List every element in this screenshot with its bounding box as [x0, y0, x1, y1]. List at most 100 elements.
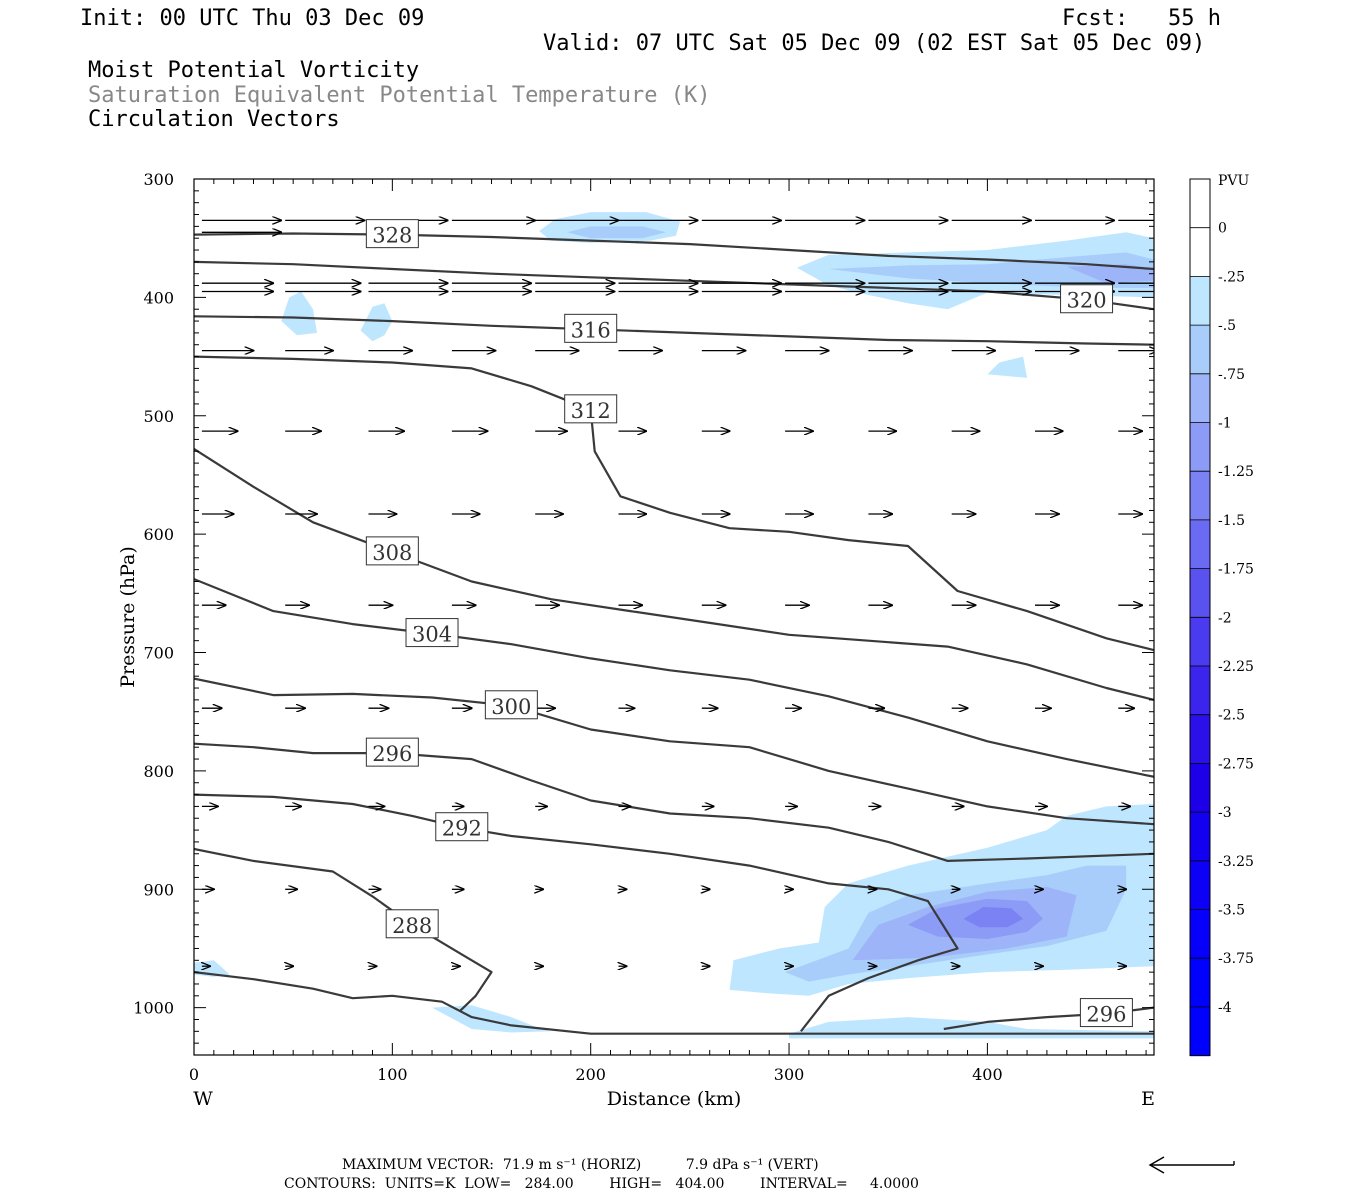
- y-tick-label: 500: [143, 407, 174, 426]
- pv-region-1: [566, 226, 667, 239]
- colorbar-swatch: [1190, 812, 1210, 862]
- isentrope-328: [194, 232, 1154, 271]
- isentrope-292: [194, 793, 959, 1032]
- pv-region-7: [987, 356, 1028, 378]
- colorbar-label: -1: [1218, 416, 1232, 432]
- colorbar-label: -1.25: [1218, 464, 1254, 480]
- y-tick-label: 800: [143, 762, 174, 781]
- colorbar-swatch: [1190, 519, 1210, 570]
- forecast-hour: Fcst: 55 h: [1062, 6, 1221, 31]
- colorbar-label: -3: [1218, 805, 1232, 821]
- pv-region-5: [281, 291, 317, 336]
- east-label: E: [1141, 1088, 1155, 1110]
- isentrope-label-320: 320: [1060, 284, 1114, 314]
- colorbar-label: -1.5: [1218, 513, 1245, 529]
- west-label: W: [193, 1088, 213, 1110]
- isentrope-label-296: 296: [1079, 998, 1133, 1028]
- isentrope-label-288: 288: [385, 909, 439, 939]
- svg-text:316: 316: [571, 318, 611, 342]
- colorbar-label: -.75: [1218, 367, 1245, 383]
- y-tick-label: 600: [143, 525, 174, 544]
- svg-text:304: 304: [412, 623, 452, 647]
- x-axis-label: Distance (km): [607, 1088, 742, 1110]
- colorbar-swatch: [1190, 179, 1210, 229]
- cross-section-chart: 328 320 316 312 308 304 300 296 292 288 296 0 100 20…: [117, 170, 1254, 1110]
- colorbar-swatch: [1190, 958, 1210, 1008]
- colorbar-swatch: [1190, 1006, 1210, 1057]
- svg-text:320: 320: [1067, 289, 1107, 313]
- valid-time: Valid: 07 UTC Sat 05 Dec 09 (02 EST Sat …: [543, 31, 1206, 56]
- colorbar-label: -2.25: [1218, 659, 1254, 675]
- colorbar-swatch: [1190, 373, 1210, 423]
- colorbar-swatch: [1190, 909, 1210, 959]
- x-tick-label: 200: [575, 1065, 606, 1084]
- colorbar-swatch: [1190, 763, 1210, 813]
- y-tick-label: 1000: [133, 999, 174, 1018]
- x-tick-label: 100: [377, 1065, 408, 1084]
- isentrope-label-296: 296: [365, 737, 419, 767]
- svg-text:328: 328: [372, 224, 412, 248]
- init-time: Init: 00 UTC Thu 03 Dec 09: [80, 6, 425, 31]
- isentrope-312: [194, 355, 1154, 652]
- isentrope-308: [194, 447, 1154, 701]
- colorbar-swatch: [1190, 617, 1210, 667]
- x-tick-label: 400: [972, 1065, 1003, 1084]
- pv-region-4: [1066, 264, 1154, 284]
- isentrope-label-328: 328: [365, 219, 419, 249]
- isentrope-label-308: 308: [365, 536, 419, 566]
- isentrope-288: [194, 847, 493, 1012]
- colorbar-label: -.5: [1218, 318, 1236, 334]
- isentrope-316: [194, 315, 1154, 346]
- colorbar-label: -2.75: [1218, 756, 1254, 772]
- contour-note: CONTOURS: UNITS=K LOW= 284.00 HIGH= 404.…: [284, 1176, 919, 1192]
- colorbar-label: -4: [1218, 1000, 1232, 1016]
- colorbar-label: -3.25: [1218, 854, 1254, 870]
- colorbar: 0 -.25 -.5 -.75 -1 -1.25 -1.5 -1.75 -2 -2.25 -2.5 -…: [1189, 178, 1254, 1057]
- x-tick-label: 300: [774, 1065, 805, 1084]
- svg-text:288: 288: [392, 914, 432, 938]
- colorbar-label: -1.75: [1218, 562, 1254, 578]
- svg-text:296: 296: [372, 742, 412, 766]
- colorbar-label: -3.75: [1218, 951, 1254, 967]
- svg-text:312: 312: [571, 399, 611, 423]
- y-axis-label: Pressure (hPa): [117, 546, 139, 688]
- svg-text:300: 300: [491, 695, 531, 719]
- isentrope-label-312: 312: [564, 394, 618, 424]
- colorbar-swatch: [1190, 422, 1210, 472]
- colorbar-label: -.25: [1218, 269, 1245, 285]
- field-title-vectors: Circulation Vectors: [88, 107, 340, 132]
- max-vector-note: MAXIMUM VECTOR: 71.9 m s⁻¹ (HORIZ) 7.9 d…: [342, 1157, 819, 1173]
- colorbar-label: -2: [1218, 610, 1232, 626]
- colorbar-swatch: [1190, 666, 1210, 716]
- y-tick-label: 400: [143, 288, 174, 307]
- colorbar-swatch: [1190, 276, 1210, 326]
- y-tick-label: 700: [143, 644, 174, 663]
- colorbar-label: 0: [1218, 221, 1227, 237]
- colorbar-swatch: [1190, 227, 1210, 277]
- isentrope-label-300: 300: [484, 690, 538, 720]
- isentrope-284: [194, 971, 1154, 1035]
- svg-text:308: 308: [372, 541, 412, 565]
- field-title-pv: Moist Potential Vorticity: [88, 58, 420, 83]
- svg-text:296: 296: [1086, 1003, 1126, 1027]
- y-tick-label: 900: [143, 880, 174, 899]
- pv-region-6: [360, 303, 393, 342]
- pv-region-12: [963, 907, 1024, 928]
- svg-text:292: 292: [442, 817, 482, 841]
- colorbar-label: -2.5: [1218, 708, 1245, 724]
- isentrope-304: [194, 578, 1154, 778]
- colorbar-title: PVU: [1218, 173, 1250, 189]
- isentrope-label-316: 316: [564, 313, 618, 343]
- field-title-thetae: Saturation Equivalent Potential Temperat…: [88, 83, 711, 108]
- isentrope-label-304: 304: [405, 618, 459, 648]
- colorbar-swatch: [1190, 860, 1210, 910]
- isentrope-300: [194, 677, 1154, 826]
- pv-region-3: [828, 252, 1154, 288]
- colorbar-swatch: [1190, 325, 1210, 375]
- colorbar-swatch: [1190, 568, 1210, 618]
- y-tick-label: 300: [143, 170, 174, 189]
- colorbar-label: -3.5: [1218, 903, 1245, 919]
- x-tick-label: 0: [189, 1065, 199, 1084]
- colorbar-swatch: [1190, 714, 1210, 764]
- isentrope-label-292: 292: [435, 812, 489, 842]
